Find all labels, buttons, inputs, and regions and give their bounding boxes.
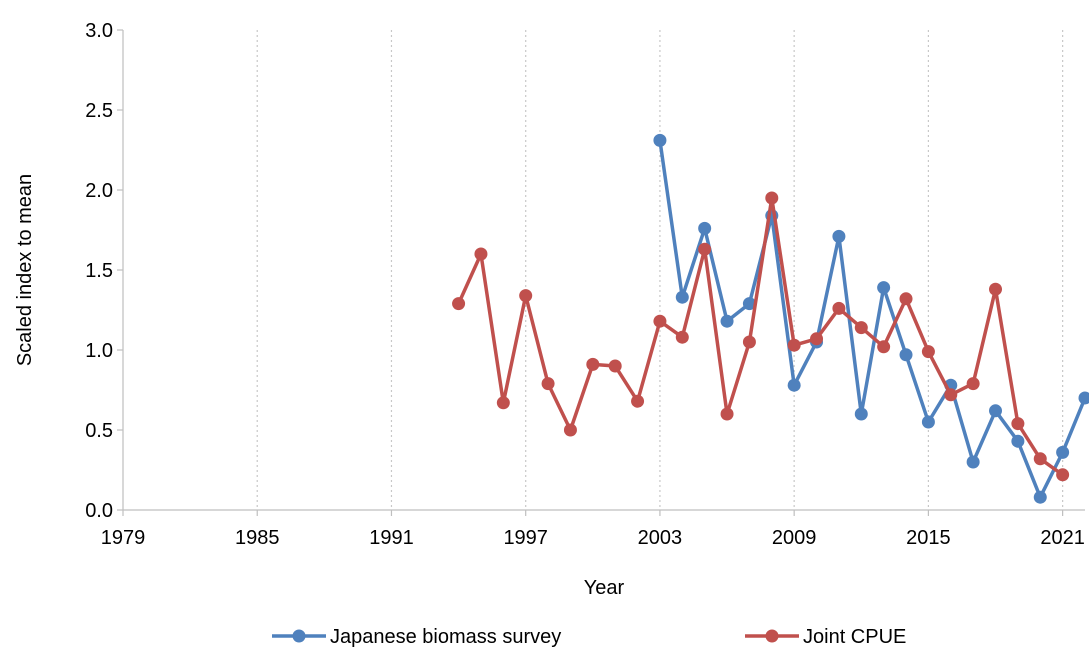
data-point-joint-cpue <box>854 321 868 335</box>
data-point-joint-cpue <box>1011 417 1025 431</box>
data-point-joint-cpue <box>899 292 913 306</box>
data-point-japanese-biomass-survey <box>1033 490 1047 504</box>
data-point-japanese-biomass-survey <box>989 404 1003 418</box>
series-japanese-biomass-survey <box>653 133 1089 504</box>
data-point-japanese-biomass-survey <box>675 290 689 304</box>
data-point-joint-cpue <box>675 330 689 344</box>
y-tick-labels: 0.0 0.5 1.0 1.5 2.0 2.5 3.0 <box>85 20 113 522</box>
data-point-japanese-biomass-survey <box>698 221 712 235</box>
x-tick-label: 2021 <box>1040 527 1085 549</box>
legend: Japanese biomass survey Joint CPUE <box>272 626 906 648</box>
gridlines <box>117 29 1064 516</box>
data-point-joint-cpue <box>496 396 510 410</box>
data-point-joint-cpue <box>877 340 891 354</box>
data-point-joint-cpue <box>563 423 577 437</box>
data-point-joint-cpue <box>474 247 488 261</box>
legend-item-japanese-biomass-survey: Japanese biomass survey <box>272 626 561 648</box>
y-tick-label: 1.5 <box>85 260 113 282</box>
data-point-joint-cpue <box>653 314 667 328</box>
data-point-japanese-biomass-survey <box>787 378 801 392</box>
y-axis-title: Scaled index to mean <box>14 174 36 366</box>
data-point-joint-cpue <box>586 357 600 371</box>
data-point-joint-cpue <box>832 301 846 315</box>
data-point-japanese-biomass-survey <box>921 415 935 429</box>
data-point-joint-cpue <box>519 289 533 303</box>
legend-label-joint-cpue: Joint CPUE <box>803 626 906 648</box>
legend-marker-japanese-biomass-survey <box>292 629 306 643</box>
data-point-japanese-biomass-survey <box>720 314 734 328</box>
y-tick-label: 0.0 <box>85 500 113 522</box>
x-axis-title: Year <box>584 577 625 599</box>
data-point-joint-cpue <box>989 282 1003 296</box>
data-point-joint-cpue <box>966 377 980 391</box>
data-point-joint-cpue <box>765 191 779 205</box>
data-point-joint-cpue <box>787 338 801 352</box>
data-point-joint-cpue <box>921 345 935 359</box>
data-point-joint-cpue <box>541 377 555 391</box>
x-tick-label: 2015 <box>906 527 951 549</box>
data-point-japanese-biomass-survey <box>966 455 980 469</box>
y-tick-label: 1.0 <box>85 340 113 362</box>
x-tick-label: 1979 <box>101 527 146 549</box>
data-point-joint-cpue <box>810 332 824 346</box>
legend-marker-joint-cpue <box>765 629 779 643</box>
data-point-joint-cpue <box>698 242 712 256</box>
data-point-joint-cpue <box>631 394 645 408</box>
data-point-joint-cpue <box>944 388 958 402</box>
data-point-joint-cpue <box>608 359 622 373</box>
legend-label-japanese-biomass-survey: Japanese biomass survey <box>330 626 561 648</box>
data-point-japanese-biomass-survey <box>1078 391 1089 405</box>
data-point-japanese-biomass-survey <box>899 348 913 362</box>
x-tick-label: 1985 <box>235 527 280 549</box>
series-line-joint-cpue <box>456 196 1065 477</box>
data-point-japanese-biomass-survey <box>854 407 868 421</box>
axes <box>122 30 1085 511</box>
data-point-japanese-biomass-survey <box>1011 434 1025 448</box>
data-point-japanese-biomass-survey <box>832 229 846 243</box>
y-tick-label: 2.0 <box>85 180 113 202</box>
data-point-joint-cpue <box>1033 452 1047 466</box>
legend-item-joint-cpue: Joint CPUE <box>745 626 906 648</box>
data-point-joint-cpue <box>1056 468 1070 482</box>
series <box>452 133 1089 504</box>
x-tick-label: 2003 <box>638 527 683 549</box>
data-point-japanese-biomass-survey <box>1056 445 1070 459</box>
data-point-japanese-biomass-survey <box>877 281 891 295</box>
series-joint-cpue <box>452 191 1070 482</box>
x-tick-label: 1997 <box>503 527 548 549</box>
data-point-japanese-biomass-survey <box>742 297 756 311</box>
x-tick-label: 2009 <box>772 527 817 549</box>
y-tick-label: 0.5 <box>85 420 113 442</box>
data-point-joint-cpue <box>742 335 756 349</box>
data-point-joint-cpue <box>452 297 466 311</box>
data-point-joint-cpue <box>720 407 734 421</box>
y-tick-label: 2.5 <box>85 100 113 122</box>
data-point-japanese-biomass-survey <box>653 133 667 147</box>
y-tick-label: 3.0 <box>85 20 113 42</box>
x-tick-labels: 1979 1985 1991 1997 2003 2009 2015 2021 <box>101 527 1085 549</box>
x-tick-label: 1991 <box>369 527 414 549</box>
